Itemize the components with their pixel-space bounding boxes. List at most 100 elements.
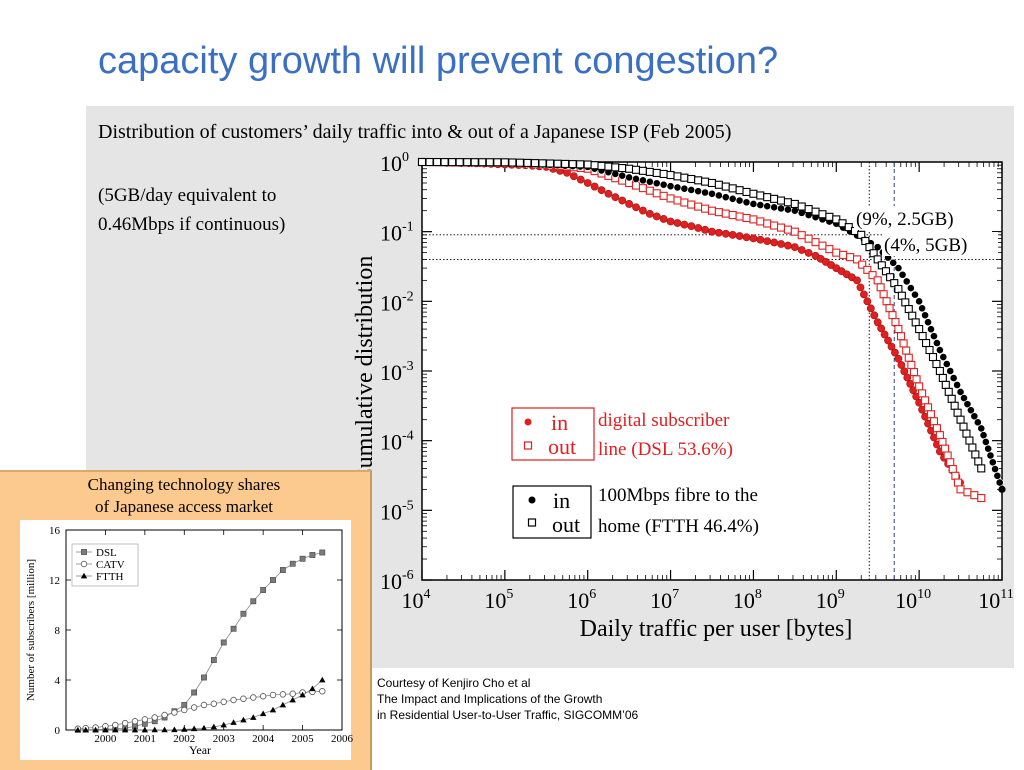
main-point-ftth-in <box>993 471 1002 480</box>
main-point-ftth-in <box>930 332 938 341</box>
main-point-ftth-in <box>981 438 990 446</box>
inset-point-ftth <box>230 719 237 725</box>
main-point-dsl-out <box>977 494 986 503</box>
main-point-dsl-in <box>611 193 620 202</box>
main-point-dsl-in <box>797 246 806 254</box>
inset-point-ftth <box>161 726 168 733</box>
inset-point-catv <box>240 695 247 702</box>
inset-legend-marker-ftth <box>80 572 88 579</box>
main-point-ftth-out <box>890 279 899 288</box>
legend-dsl-desc-line1: digital subscriber <box>598 410 730 431</box>
main-point-dsl-out <box>852 255 862 264</box>
legend-ftth-out-marker <box>527 518 537 527</box>
main-point-dsl-in <box>853 276 861 285</box>
inset-x-tick-label: 2002 <box>173 733 195 745</box>
main-point-ftth-out <box>873 255 882 264</box>
main-point-ftth-in <box>986 451 995 460</box>
annotation-bg-9pct <box>854 206 990 230</box>
inset-x-tick-label: 2004 <box>252 733 275 745</box>
inset-point-ftth <box>181 726 188 732</box>
main-x-tick-label: 104 <box>402 587 431 613</box>
main-point-dsl-in <box>866 304 875 313</box>
main-point-ftth-in <box>918 304 927 313</box>
inset-point-dsl <box>191 689 198 696</box>
inset-y-tick-label: 4 <box>55 675 61 687</box>
main-point-ftth-in <box>973 418 982 427</box>
inset-y-tick-label: 8 <box>55 625 61 637</box>
main-point-ftth-out <box>857 230 866 239</box>
inset-point-ftth <box>299 691 306 698</box>
inset-y-tick-label: 16 <box>49 525 61 537</box>
main-point-dsl-in <box>863 297 872 306</box>
inset-y-tick-label: 0 <box>55 725 61 737</box>
main-point-dsl-in <box>632 203 640 212</box>
main-point-dsl-in <box>856 283 865 292</box>
main-point-dsl-in <box>903 373 912 382</box>
inset-point-catv <box>250 694 257 701</box>
main-point-ftth-in <box>898 270 907 279</box>
inset-legend-marker-catv <box>80 560 88 568</box>
inset-point-ftth <box>112 726 119 733</box>
main-point-ftth-in <box>889 258 898 267</box>
main-data-points <box>417 157 1006 503</box>
main-point-dsl-in <box>860 290 868 299</box>
inset-point-dsl <box>260 587 267 593</box>
inset-point-ftth <box>102 726 109 733</box>
inset-legend-label-ftth: FTTH <box>96 571 124 583</box>
main-y-tick-label: 10-2 <box>380 289 414 315</box>
credits: Courtesy of Kenjiro Cho et al The Impact… <box>377 675 638 723</box>
inset-point-catv <box>220 698 227 706</box>
legend-ftth-in-marker <box>528 496 536 504</box>
main-point-ftth-in <box>977 424 986 433</box>
main-point-dsl-in <box>639 206 647 215</box>
main-point-dsl-out <box>868 271 877 280</box>
legend-dsl-box <box>511 407 595 461</box>
inset-point-ftth <box>190 725 198 732</box>
main-y-tick-label: 10-4 <box>380 429 414 455</box>
main-point-dsl-in <box>590 182 599 191</box>
inset-y-axis-label: Number of subscribers [million] <box>25 559 37 701</box>
main-point-dsl-in <box>877 324 886 333</box>
main-point-ftth-in <box>927 325 935 334</box>
main-x-tick-label: 105 <box>484 587 513 613</box>
inset-point-ftth <box>309 685 316 692</box>
inset-point-catv <box>161 711 168 719</box>
inset-caption: Changing technology shares of Japanese a… <box>0 474 368 518</box>
main-point-ftth-in <box>984 444 993 453</box>
inset-point-catv <box>259 693 267 700</box>
inset-point-ftth <box>319 676 326 683</box>
main-point-dsl-out <box>858 260 867 269</box>
main-point-ftth-out <box>886 273 895 282</box>
main-point-dsl-in <box>576 175 585 184</box>
inset-x-tick-label: 2005 <box>292 733 315 745</box>
main-point-ftth-in <box>991 465 999 473</box>
legend-ftth-desc-line2: home (FTTH 46.4%) <box>598 516 759 537</box>
inset-point-ftth <box>141 726 149 733</box>
main-point-dsl-in <box>645 209 654 218</box>
main-point-dsl-in <box>804 249 813 257</box>
inset-point-dsl <box>230 625 237 632</box>
main-point-dsl-in <box>597 186 606 195</box>
main-point-ftth-in <box>956 388 965 396</box>
inset-caption-line1: Changing technology shares <box>87 475 281 494</box>
main-point-dsl-in <box>873 318 882 327</box>
inset-point-catv <box>279 691 287 698</box>
main-point-dsl-in <box>887 342 896 351</box>
main-point-dsl-in <box>625 200 634 208</box>
legend-dsl-in-marker <box>524 418 532 426</box>
main-point-ftth-in <box>949 374 958 382</box>
main-point-dsl-in <box>880 330 889 339</box>
main-tick-labels: 104 105 106 107 108 109 1010 1011 100 10-1 10-2 10-… <box>380 150 1014 613</box>
inset-point-catv <box>269 691 277 699</box>
main-chart-note-line2: 0.46Mbps if continuous) <box>98 214 285 235</box>
main-point-ftth-in <box>979 431 988 440</box>
inset-point-ftth <box>121 726 129 733</box>
annotation-4pct: (4%, 5GB) <box>884 235 967 256</box>
inset-point-ftth <box>82 726 89 733</box>
legend-ftth-box <box>512 485 592 539</box>
main-y-axis-label: Cumulative distribution <box>352 256 378 485</box>
main-point-ftth-in <box>911 290 919 299</box>
main-y-tick-label: 10-6 <box>380 568 414 594</box>
